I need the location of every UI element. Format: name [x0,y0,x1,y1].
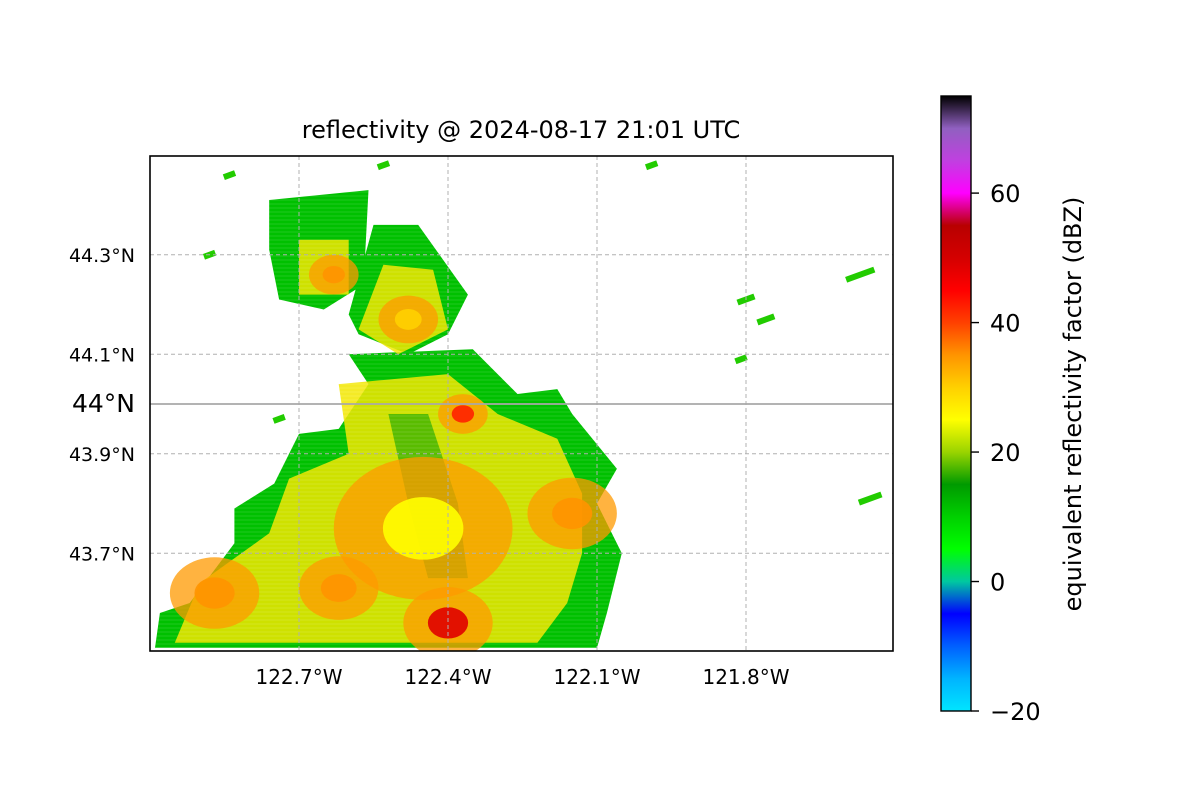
map-panel: 122.7°W 122.4°W 122.1°W 121.8°W 44.3°N 44.1°… [69,155,894,689]
colorbar-tick-label: 60 [990,180,1021,208]
latitude-tick-label: 44.3°N [69,245,135,267]
colorbar-tick-label: 40 [990,310,1021,338]
storm-cell-core [451,405,475,423]
small-echo [272,414,286,424]
storm-cell-core [382,497,464,560]
colorbar-gradient [940,95,972,712]
colorbar: −20 0 20 40 60 equivalent reflectivity facto… [940,95,1087,726]
latitude-tick-label: 43.7°N [69,543,135,565]
colorbar-tick-label: 0 [990,569,1005,597]
colorbar-tick-label: −20 [990,698,1041,726]
latitude-labels: 44.3°N 44.1°N 43.9°N 43.7°N [69,245,135,566]
storm-cell-core [394,308,422,330]
map-frame [149,155,894,652]
longitude-tick-label: 122.4°W [404,665,491,689]
small-echo [376,160,391,171]
map-title: reflectivity @ 2024-08-17 21:01 UTC [302,116,740,144]
latitude-44-label: 44°N [72,389,135,418]
storm-cell-core [427,607,469,639]
small-echo [644,160,659,171]
small-echo [857,491,883,506]
latitude-tick-label: 44.1°N [69,344,135,366]
small-echo [845,266,876,283]
small-echo [222,170,237,181]
small-echo [756,313,776,326]
longitude-tick-label: 122.1°W [553,665,640,689]
longitude-tick-label: 122.7°W [255,665,342,689]
storm-cell-core [320,574,357,602]
colorbar-label: equivalent reflectivity factor (dBZ) [1059,197,1087,612]
reflectivity-echoes [150,156,893,651]
colorbar-ticks: −20 0 20 40 60 [971,180,1041,726]
storm-cell-core [322,265,345,284]
storm-cell-core [552,497,593,530]
colorbar-tick-label: 20 [990,439,1021,467]
latitude-tick-label: 43.9°N [69,444,135,466]
small-echo [734,354,748,365]
storm-cell-core [194,577,235,609]
longitude-tick-label: 121.8°W [702,665,789,689]
longitude-labels: 122.7°W 122.4°W 122.1°W 121.8°W [255,665,789,689]
